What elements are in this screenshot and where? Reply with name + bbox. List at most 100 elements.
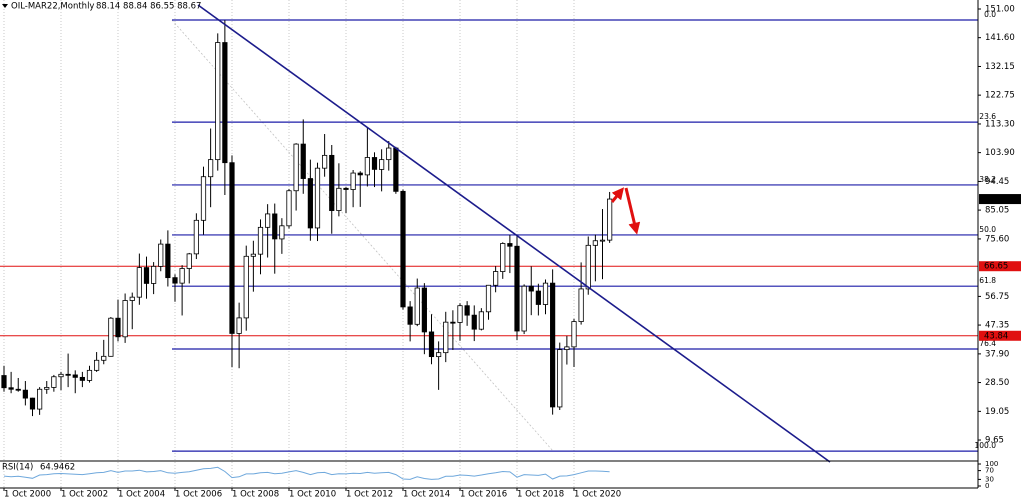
candle-body xyxy=(208,159,214,178)
candle-body xyxy=(343,187,349,190)
candle-body xyxy=(236,317,242,334)
candle-body xyxy=(15,388,21,391)
candle-body xyxy=(136,267,142,298)
candle-body xyxy=(86,369,93,381)
y-tick-label: 122.75 xyxy=(985,91,1015,101)
candle-body xyxy=(279,225,285,240)
candle-body xyxy=(151,265,157,284)
candle-body xyxy=(421,287,427,333)
fib-label: 100.0 xyxy=(975,441,997,450)
x-tick-label: 1 Oct 2000 xyxy=(4,490,51,499)
price-label: 66.65 xyxy=(984,262,1008,272)
candle-body xyxy=(528,285,534,292)
trendline xyxy=(197,4,831,463)
candle-body xyxy=(564,346,570,351)
candle-body xyxy=(407,306,413,325)
candle-body xyxy=(193,219,199,255)
candles xyxy=(1,20,613,417)
arrow xyxy=(610,187,625,203)
candle-body xyxy=(428,331,435,358)
last-price: 88.67 xyxy=(984,195,1008,205)
candle-body xyxy=(37,388,43,410)
x-tick-label: 1 Oct 2014 xyxy=(403,490,450,499)
x-tick-label: 1 Oct 2004 xyxy=(118,490,165,499)
y-tick-label: 132.15 xyxy=(985,62,1015,72)
fib-label: 50.0 xyxy=(979,225,996,234)
candle-body xyxy=(578,288,584,322)
candle-body xyxy=(307,178,313,229)
candle-body xyxy=(322,154,328,169)
rsi-tick-label: 70 xyxy=(985,467,994,475)
candle-body xyxy=(485,284,492,313)
candle-body xyxy=(450,321,456,324)
fib-label: 76.4 xyxy=(979,339,996,348)
candle-body xyxy=(336,187,342,211)
candle-body xyxy=(286,190,292,227)
candle-body xyxy=(200,176,207,221)
levels xyxy=(0,19,978,452)
candle-body xyxy=(179,268,185,284)
candle-body xyxy=(514,245,520,332)
candle-body xyxy=(478,311,484,330)
y-tick-label: 141.60 xyxy=(985,33,1015,43)
candle-body xyxy=(172,277,178,284)
candle-body xyxy=(507,243,513,247)
x-tick-label: 1 Oct 2002 xyxy=(61,490,108,499)
y-tick-label: 85.05 xyxy=(985,206,1009,216)
y-tick-label: 113.30 xyxy=(985,119,1015,129)
rsi-line xyxy=(3,466,610,480)
x-tick-label: 1 Oct 2016 xyxy=(460,490,507,499)
candle-body xyxy=(599,239,606,242)
candle-body xyxy=(265,213,271,228)
overlay: 1 Oct 2000 1 Oct 2002 1 Oct 2004 1 Oct 2006… xyxy=(3,4,1021,499)
candle-body xyxy=(79,376,85,381)
candle-body xyxy=(29,397,36,410)
candle-body xyxy=(550,282,556,408)
candle-body xyxy=(44,387,50,390)
candle-body xyxy=(272,213,278,240)
candle-body xyxy=(257,226,264,255)
candle-body xyxy=(364,157,370,176)
candle-body xyxy=(243,255,249,319)
candle-body xyxy=(607,198,613,241)
x-tick-label: 1 Oct 2010 xyxy=(289,490,336,499)
y-tick-label: 47.35 xyxy=(985,321,1009,331)
candle-body xyxy=(165,243,171,279)
candle-body xyxy=(493,271,499,286)
x-tick-label: 1 Oct 2006 xyxy=(175,490,222,499)
y-tick-label: 9.65 xyxy=(985,436,1004,446)
ohlc: 88.14 88.84 86.55 88.67 xyxy=(96,2,201,12)
candle-body xyxy=(585,244,591,290)
candle-body xyxy=(500,243,506,272)
candle-body xyxy=(65,373,71,376)
candle-body xyxy=(357,172,363,176)
candle-body xyxy=(371,157,378,170)
menu-triangle[interactable] xyxy=(2,4,8,8)
candle-body xyxy=(521,285,527,332)
candle-body xyxy=(143,267,150,284)
fib-label: 23.6 xyxy=(979,112,996,121)
fib-label: 38.2 xyxy=(979,175,996,184)
y-tick-label: 37.90 xyxy=(985,349,1009,359)
x-tick-label: 1 Oct 2020 xyxy=(574,490,621,499)
candle-body xyxy=(129,296,135,301)
y-tick-label: 75.60 xyxy=(985,234,1009,244)
y-tick-label: 28.50 xyxy=(985,378,1009,388)
chart-title: OIL-MAR22,Monthly xyxy=(11,2,94,12)
arrow xyxy=(624,187,641,235)
candle-body xyxy=(379,159,385,170)
y-tick-label: 151.00 xyxy=(985,4,1015,14)
price-label-box xyxy=(979,261,1021,272)
x-tick-label: 1 Oct 2018 xyxy=(517,490,564,499)
last-price-box xyxy=(979,194,1021,205)
rsi-tick-label: 100 xyxy=(985,460,998,468)
candle-body xyxy=(115,317,121,338)
rsi-value: 64.9462 xyxy=(40,463,75,473)
candle-body xyxy=(386,147,392,161)
candle-body xyxy=(58,373,64,378)
candle-body xyxy=(571,321,577,348)
candle-body xyxy=(557,349,563,408)
candle-body xyxy=(414,287,420,325)
candle-body xyxy=(222,42,228,164)
